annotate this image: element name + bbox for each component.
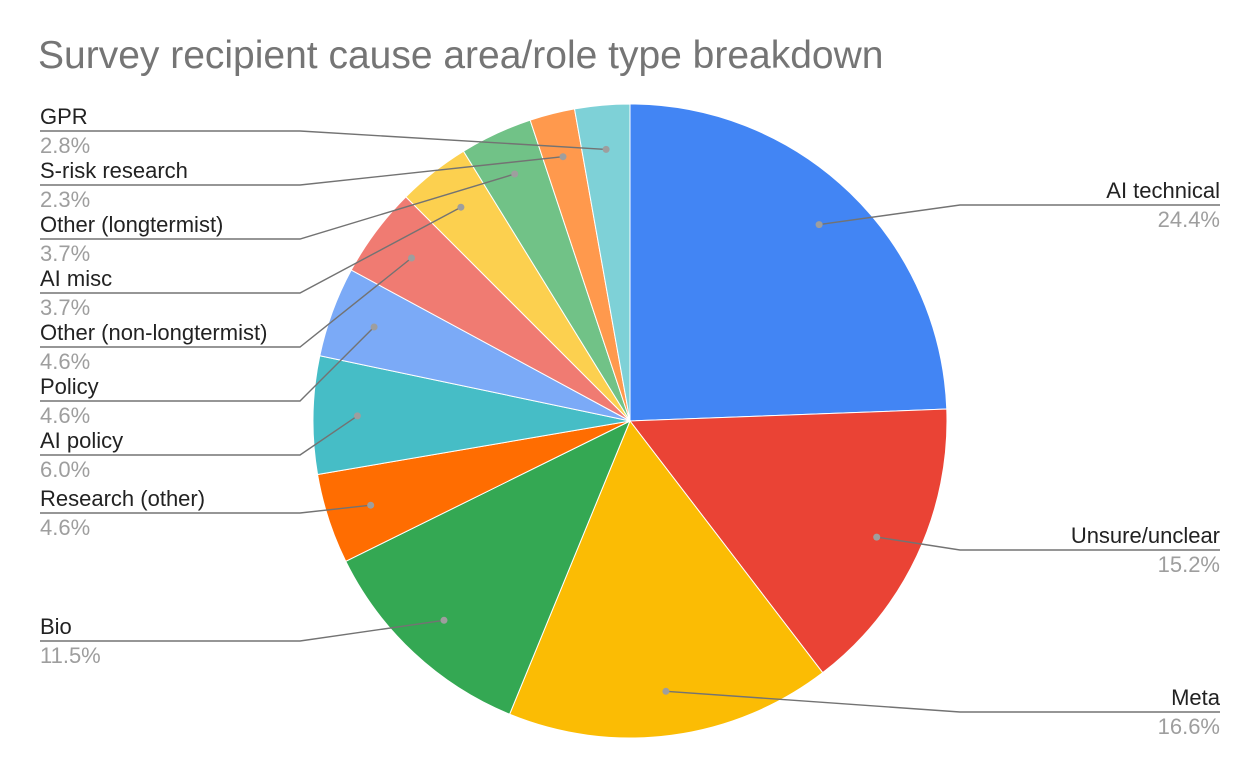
leader-dot-ai-technical xyxy=(815,221,823,229)
slice-label-research-other: Research (other) xyxy=(40,486,205,511)
slice-label-other-longtermist: Other (longtermist) xyxy=(40,212,223,237)
leader-line-other-non-longtermist xyxy=(40,257,412,348)
slice-label-s-risk-research: S-risk research xyxy=(40,158,188,183)
leader-dot-meta xyxy=(662,687,670,695)
leader-line-other-longtermist xyxy=(40,173,515,240)
slice-value-ai-technical: 24.4% xyxy=(1158,207,1220,232)
slice-label-gpr: GPR xyxy=(40,104,88,129)
pie-slice-meta xyxy=(508,420,824,739)
leader-dot-s-risk-research xyxy=(559,153,567,161)
slice-value-policy: 4.6% xyxy=(40,403,90,428)
slice-value-meta: 16.6% xyxy=(1158,714,1220,739)
pie-slice-ai-technical xyxy=(629,103,948,422)
leader-dot-other-longtermist xyxy=(511,170,519,178)
slice-value-gpr: 2.8% xyxy=(40,133,90,158)
leader-line-gpr xyxy=(40,130,607,151)
slice-label-other-non-longtermist: Other (non-longtermist) xyxy=(40,320,267,345)
pie-slices xyxy=(312,103,948,739)
leader-dot-bio xyxy=(440,616,448,624)
leader-line-policy xyxy=(40,326,375,402)
slice-value-unsure-unclear: 15.2% xyxy=(1158,552,1220,577)
leader-line-unsure-unclear xyxy=(876,536,1220,551)
slice-labels: AI technical 24.4% Unsure/unclear 15.2% Meta… xyxy=(40,104,1221,739)
leader-dot-research-other xyxy=(367,501,375,509)
leader-dot-ai-policy xyxy=(353,412,361,420)
leader-line-meta xyxy=(665,690,1220,713)
slice-value-other-longtermist: 3.7% xyxy=(40,241,90,266)
leader-line-research-other xyxy=(40,504,371,514)
pie-slice-bio xyxy=(345,419,631,715)
pie-slice-ai-policy xyxy=(312,355,631,476)
leader-dot-ai-misc xyxy=(457,203,465,211)
slice-value-other-non-longtermist: 4.6% xyxy=(40,349,90,374)
pie-slice-unsure-unclear xyxy=(629,408,948,674)
label-leader-lines xyxy=(40,130,1220,713)
slice-label-meta: Meta xyxy=(1171,685,1221,710)
slice-label-unsure-unclear: Unsure/unclear xyxy=(1071,523,1220,548)
slice-label-bio: Bio xyxy=(40,614,72,639)
leader-dot-unsure-unclear xyxy=(873,533,881,541)
slice-label-ai-policy: AI policy xyxy=(40,428,123,453)
slice-value-ai-policy: 6.0% xyxy=(40,457,90,482)
leader-line-s-risk-research xyxy=(40,156,564,186)
leader-dot-policy xyxy=(370,323,378,331)
leader-line-bio xyxy=(40,619,445,642)
leader-line-ai-policy xyxy=(40,415,358,456)
slice-label-ai-misc: AI misc xyxy=(40,266,112,291)
slice-value-bio: 11.5% xyxy=(40,643,101,668)
slice-label-ai-technical: AI technical xyxy=(1106,178,1220,203)
slice-value-research-other: 4.6% xyxy=(40,515,90,540)
slice-value-s-risk-research: 2.3% xyxy=(40,187,90,212)
leader-line-ai-misc xyxy=(40,206,462,294)
leader-dot-other-non-longtermist xyxy=(408,254,415,262)
chart-title: Survey recipient cause area/role type br… xyxy=(38,34,884,77)
pie-slice-gpr xyxy=(573,103,631,422)
leader-line-ai-technical xyxy=(819,204,1220,226)
leader-dot-gpr xyxy=(602,145,610,153)
slice-value-ai-misc: 3.7% xyxy=(40,295,90,320)
slice-label-policy: Policy xyxy=(40,374,99,399)
